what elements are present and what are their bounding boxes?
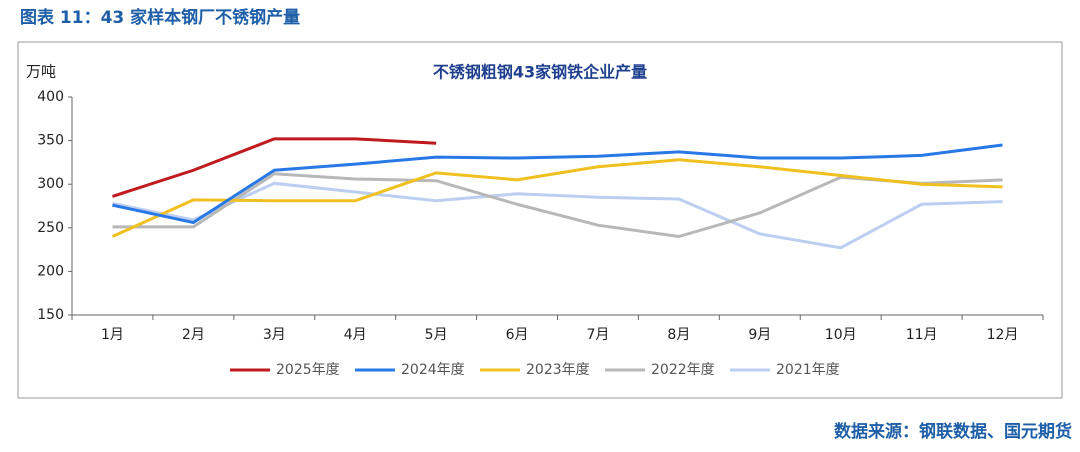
x-tick-label: 12月: [987, 327, 1019, 343]
x-tick-label: 3月: [263, 327, 286, 343]
source: 数据来源：钢联数据、国元期货: [834, 421, 1072, 442]
line-series: [111, 158, 1003, 238]
chart-title: 不锈钢粗钢43家钢铁企业产量: [433, 63, 647, 82]
y-tick-label: 250: [37, 220, 64, 236]
page-title: 图表 11：43 家样本钢厂不锈钢产量: [20, 7, 300, 28]
x-tick-label: 2月: [182, 327, 205, 343]
chart-frame: [17, 41, 1063, 399]
y-tick-label: 150: [37, 307, 64, 323]
line-series: [112, 181, 1003, 250]
legend-label: 2024年度: [401, 362, 465, 378]
legend-label: 2025年度: [276, 362, 340, 378]
line-series: [112, 143, 1003, 225]
x-tick-label: 7月: [586, 327, 609, 343]
x-tick-label: 11月: [906, 327, 938, 343]
x-tick-label: 8月: [667, 327, 690, 343]
y-tick-label: 350: [37, 133, 64, 149]
x-tick-label: 1月: [101, 327, 124, 343]
x-tick-label: 4月: [344, 327, 367, 343]
legend-label: 2022年度: [651, 362, 715, 378]
x-tick-label: 6月: [506, 327, 529, 343]
x-tick-label: 5月: [425, 327, 448, 343]
y-tick-label: 400: [37, 89, 64, 105]
legend-label: 2023年度: [526, 362, 590, 378]
line-series: [112, 172, 1003, 239]
y-axis-label: 万吨: [26, 63, 56, 81]
x-tick-label: 9月: [748, 327, 771, 343]
legend-label: 2021年度: [776, 362, 840, 378]
y-tick-label: 200: [37, 263, 64, 279]
x-tick-label: 10月: [825, 327, 857, 343]
line-series: [111, 137, 437, 198]
y-tick-label: 300: [37, 176, 64, 192]
